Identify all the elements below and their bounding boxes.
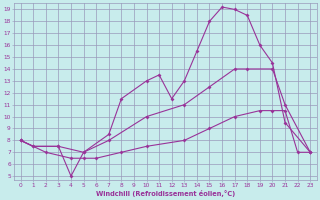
X-axis label: Windchill (Refroidissement éolien,°C): Windchill (Refroidissement éolien,°C) — [96, 190, 235, 197]
